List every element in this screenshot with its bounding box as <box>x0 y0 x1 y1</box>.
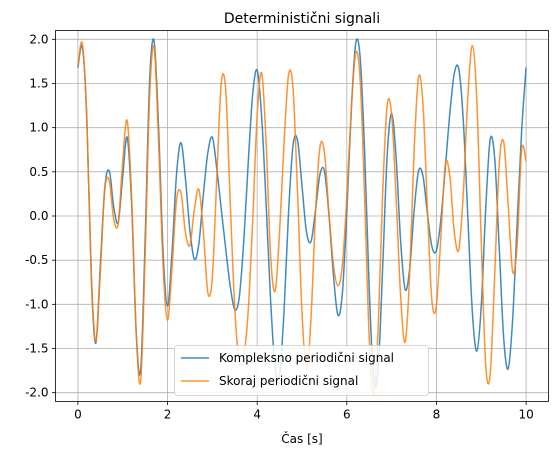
legend: Kompleksno periodični signal Skoraj peri… <box>174 345 429 396</box>
y-tick-label: 2.0 <box>29 32 48 46</box>
chart-title: Deterministični signali <box>224 11 380 27</box>
y-tick-label: -2.0 <box>25 386 48 400</box>
ticks: 0 2 4 6 8 10 -2.0 -1.5 -1.0 -0.5 0.0 0.5 1.0 1.5 2.0 <box>25 32 534 421</box>
legend-label-kompleksno: Kompleksno periodični signal <box>219 351 394 365</box>
y-tick-label: 0.5 <box>29 165 48 179</box>
y-tick-label: 1.5 <box>29 77 48 91</box>
x-tick-label: 10 <box>518 408 533 422</box>
x-tick-label: 0 <box>74 408 82 422</box>
series-layer <box>77 38 527 396</box>
x-tick-label: 8 <box>433 408 441 422</box>
series-line-skoraj <box>77 41 527 396</box>
y-tick-label: -1.0 <box>25 297 48 311</box>
y-tick-label: 1.0 <box>29 121 48 135</box>
x-axis-label: Čas [s] <box>281 431 322 446</box>
legend-box <box>174 345 429 396</box>
y-tick-label: 0.0 <box>29 209 48 223</box>
y-tick-label: -0.5 <box>25 253 48 267</box>
y-tick-label: -1.5 <box>25 342 48 356</box>
x-tick-label: 6 <box>343 408 351 422</box>
legend-label-skoraj: Skoraj periodični signal <box>219 374 358 388</box>
x-tick-label: 4 <box>253 408 261 422</box>
x-tick-label: 2 <box>164 408 172 422</box>
